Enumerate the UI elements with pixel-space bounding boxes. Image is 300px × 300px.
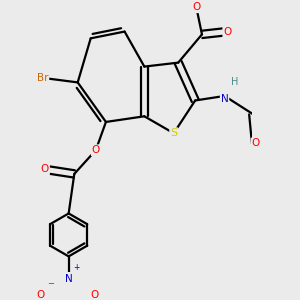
Text: O: O — [36, 290, 44, 300]
Text: O: O — [41, 164, 49, 174]
Text: N: N — [65, 274, 73, 284]
Text: +: + — [73, 263, 79, 272]
Text: H: H — [231, 77, 238, 87]
Text: N: N — [221, 94, 228, 104]
Text: O: O — [223, 27, 232, 37]
Text: O: O — [90, 290, 98, 300]
Text: O: O — [251, 138, 260, 148]
Text: O: O — [192, 2, 200, 12]
Text: Br: Br — [37, 73, 48, 83]
Text: −: − — [47, 279, 54, 288]
Text: O: O — [92, 145, 100, 155]
Text: S: S — [170, 128, 177, 138]
